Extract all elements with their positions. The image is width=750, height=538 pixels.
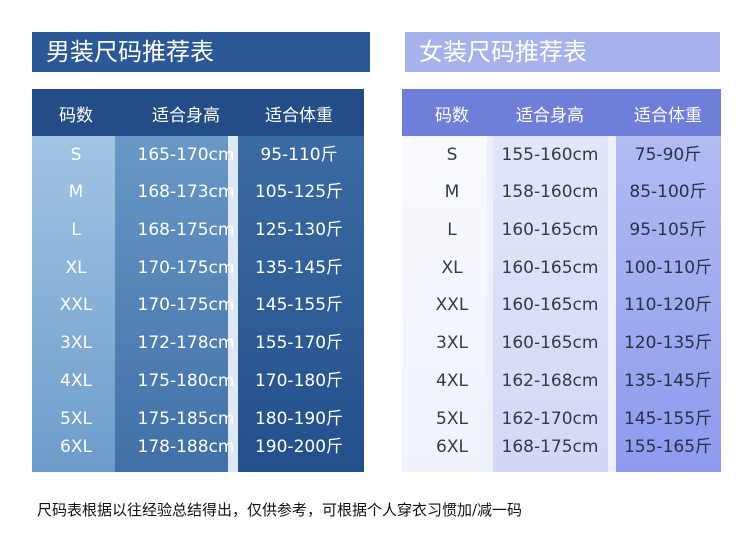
women-weight-cell: 145-155斤: [623, 409, 713, 429]
men-height-cell: 165-170cm: [137, 145, 235, 165]
women-weight-cell: 75-90斤: [634, 145, 702, 165]
women-size-cell: XXL: [435, 295, 469, 315]
women-header-height: 适合身高: [516, 106, 584, 126]
men-weight-cell: 170-180斤: [254, 371, 344, 391]
men-size-cell: 3XL: [60, 333, 92, 353]
men-weight-cell: 155-170斤: [254, 333, 344, 353]
women-height-column: [493, 89, 608, 472]
women-height-cell: 162-170cm: [501, 409, 599, 429]
women-height-cell: 160-165cm: [501, 220, 599, 240]
men-size-cell: 5XL: [60, 409, 92, 429]
women-weight-cell: 100-110斤: [623, 258, 713, 278]
men-height-cell: 172-178cm: [137, 333, 235, 353]
men-size-cell: S: [70, 145, 82, 165]
men-header-height: 适合身高: [152, 106, 220, 126]
men-weight-cell: 190-200斤: [254, 437, 344, 457]
men-height-column: [115, 89, 228, 472]
women-height-cell: 168-175cm: [501, 437, 599, 457]
women-size-chart-title: 女装尺码推荐表: [405, 32, 720, 72]
women-height-cell: 160-165cm: [501, 258, 599, 278]
men-weight-cell: 95-110斤: [260, 145, 338, 165]
women-header-weight: 适合体重: [634, 106, 702, 126]
women-weight-cell: 110-120斤: [623, 295, 713, 315]
men-size-column: [32, 89, 121, 472]
men-size-cell: XXL: [59, 295, 93, 315]
women-weight-column: [616, 89, 721, 472]
men-weight-cell: 105-125斤: [254, 182, 344, 202]
men-size-chart-title: 男装尺码推荐表: [32, 32, 370, 72]
women-weight-cell: 95-105斤: [629, 220, 707, 240]
women-height-cell: 155-160cm: [501, 145, 599, 165]
women-height-cell: 160-165cm: [501, 295, 599, 315]
men-size-cell: 6XL: [60, 437, 92, 457]
women-size-table: 码数 适合身高 适合体重 S 155-160cm 75-90斤 M 158-160cm 85-1…: [402, 89, 721, 472]
women-size-cell: XL: [441, 258, 463, 278]
men-weight-cell: 145-155斤: [254, 295, 344, 315]
men-size-cell: M: [68, 182, 84, 202]
men-height-cell: 170-175cm: [137, 258, 235, 278]
men-header-weight: 适合体重: [265, 106, 333, 126]
men-height-cell: 178-188cm: [137, 437, 235, 457]
men-header-size: 码数: [59, 106, 93, 126]
women-size-column: [402, 89, 487, 472]
men-height-cell: 175-180cm: [137, 371, 235, 391]
women-size-cell: L: [447, 220, 457, 240]
men-size-cell: 4XL: [60, 371, 92, 391]
men-height-cell: 170-175cm: [137, 295, 235, 315]
men-weight-cell: 135-145斤: [254, 258, 344, 278]
women-size-cell: S: [446, 145, 458, 165]
men-weight-cell: 180-190斤: [254, 409, 344, 429]
women-height-cell: 162-168cm: [501, 371, 599, 391]
men-height-cell: 175-185cm: [137, 409, 235, 429]
women-header-size: 码数: [435, 106, 469, 126]
women-weight-cell: 120-135斤: [623, 333, 713, 353]
men-size-cell: L: [71, 220, 81, 240]
women-height-cell: 160-165cm: [501, 333, 599, 353]
women-size-cell: 3XL: [436, 333, 468, 353]
women-height-cell: 158-160cm: [501, 182, 599, 202]
men-weight-cell: 125-130斤: [254, 220, 344, 240]
men-size-cell: XL: [65, 258, 87, 278]
women-weight-cell: 155-165斤: [623, 437, 713, 457]
women-weight-cell: 135-145斤: [623, 371, 713, 391]
women-size-cell: 5XL: [436, 409, 468, 429]
women-size-cell: 6XL: [436, 437, 468, 457]
women-size-cell: 4XL: [436, 371, 468, 391]
size-chart-footnote: 尺码表根据以往经验总结得出，仅供参考，可根据个人穿衣习惯加/减一码: [37, 501, 523, 519]
women-header-bar: [402, 89, 721, 136]
men-weight-column: [238, 89, 364, 472]
men-height-cell: 168-175cm: [137, 220, 235, 240]
men-size-table: 码数 适合身高 适合体重 S 165-170cm 95-110斤 M 168-173cm 105…: [32, 89, 364, 472]
women-weight-cell: 85-100斤: [629, 182, 707, 202]
men-height-cell: 168-173cm: [137, 182, 235, 202]
women-size-cell: M: [444, 182, 460, 202]
men-header-bar: [32, 89, 364, 136]
